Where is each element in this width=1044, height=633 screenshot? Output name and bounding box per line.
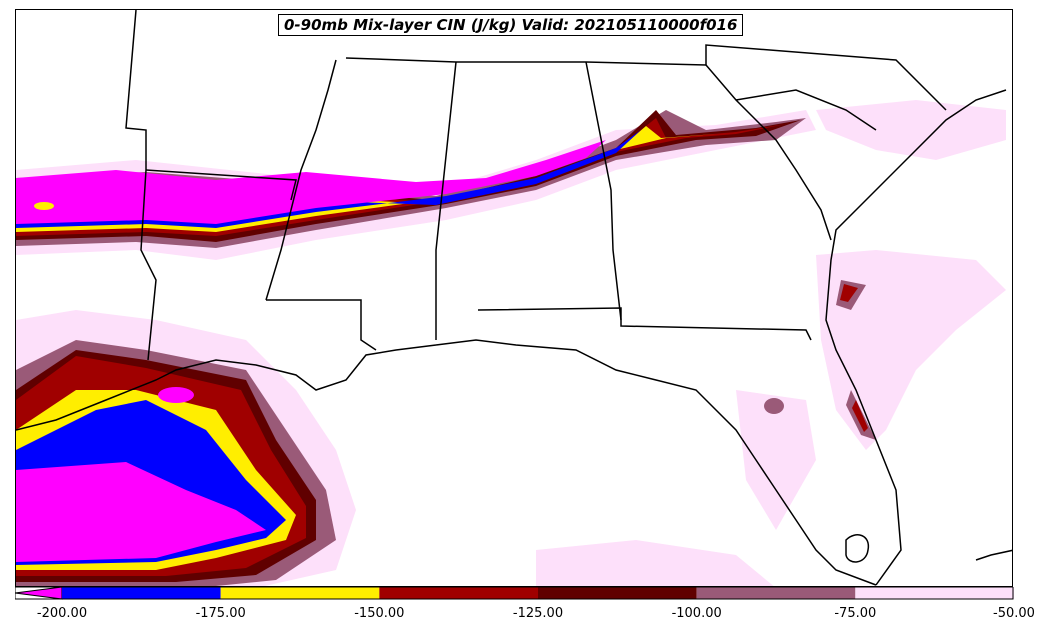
colorbar-bin (379, 587, 538, 599)
colorbar (15, 587, 1014, 600)
coast-gulf-tx-la (16, 344, 437, 431)
cin-fl-west-mauve (764, 398, 784, 414)
colorbar-tick-label: -100.00 (671, 606, 722, 621)
colorbar-bins (15, 587, 1014, 600)
border-ok-tx (125, 10, 147, 170)
colorbar-bin (696, 587, 856, 599)
border-al-ga (585, 61, 622, 321)
cin-gulf-light (536, 540, 774, 586)
cin-atl-light (816, 100, 1006, 160)
map-canvas (16, 10, 1012, 586)
colorbar-bin (220, 587, 380, 599)
map-boundaries (16, 10, 1012, 586)
coast-ms-al-fl (435, 339, 877, 586)
cin-contours (16, 100, 1006, 586)
cin-fl-red (840, 284, 858, 302)
cin-fl-light (816, 250, 1006, 450)
coast-fl-east (825, 89, 1007, 586)
border-al-fl (477, 307, 812, 341)
colorbar-tick-label: -150.00 (354, 606, 405, 621)
colorbar-tick-label: -200.00 (36, 606, 88, 621)
colorbar-frame (15, 587, 1014, 600)
border-tx-la (140, 169, 157, 361)
colorbar-bin (62, 587, 221, 599)
border-la-ms-n (266, 299, 377, 351)
cin-band-magenta (16, 140, 606, 224)
map-title: 0-90mb Mix-layer CIN (J/kg) Valid: 20210… (278, 14, 744, 36)
coast-fl-tip (975, 549, 1012, 561)
border-ms-al (435, 61, 457, 340)
border-ga-sc (705, 64, 832, 241)
colorbar-extend-min (15, 587, 63, 600)
cin-sw-magenta (16, 462, 266, 562)
colorbar-bin (855, 587, 1014, 599)
cin-blob-magenta-small (34, 202, 54, 210)
map-panel (15, 9, 1013, 587)
colorbar-tick-label: -125.00 (512, 606, 564, 621)
colorbar-tick-label: -175.00 (195, 606, 246, 621)
colorbar-bin (538, 587, 697, 599)
border-sc-nc (735, 89, 877, 131)
cin-sw-magenta-small (158, 387, 194, 403)
border-ms-tn (345, 57, 457, 63)
border-tn (456, 44, 947, 111)
cin-fl-red2 (852, 400, 868, 432)
colorbar-tick-label: -75.00 (834, 606, 877, 621)
coast-lake-okeechobee (845, 534, 870, 563)
cin-fl-west-light (736, 390, 816, 530)
border-ar-ms-river (265, 59, 337, 301)
colorbar-tick-label: -50.00 (993, 606, 1035, 621)
border-ar-la-n (145, 169, 297, 201)
